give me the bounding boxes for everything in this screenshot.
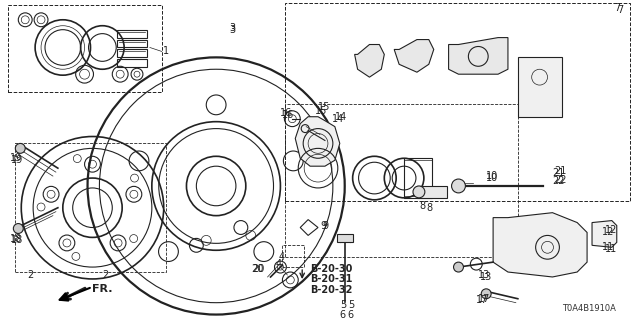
- Text: 15: 15: [318, 102, 330, 112]
- Text: 9: 9: [320, 220, 326, 230]
- Text: 12: 12: [605, 226, 617, 236]
- Text: 22: 22: [554, 175, 567, 185]
- Text: 5: 5: [340, 300, 346, 310]
- Bar: [15, 143, 166, 272]
- Polygon shape: [493, 213, 587, 277]
- Text: 1: 1: [163, 46, 169, 56]
- Polygon shape: [592, 220, 617, 247]
- Text: 20: 20: [253, 264, 265, 274]
- Text: 9: 9: [322, 220, 328, 230]
- Text: 11: 11: [602, 242, 614, 252]
- Bar: [117, 30, 147, 37]
- Text: 6: 6: [348, 309, 354, 320]
- Text: B-20-31: B-20-31: [310, 274, 353, 284]
- Text: 16: 16: [280, 108, 292, 118]
- Text: 14: 14: [335, 112, 347, 122]
- Text: 2: 2: [28, 270, 33, 280]
- Text: 10: 10: [486, 173, 499, 183]
- Text: B-20-30: B-20-30: [310, 264, 353, 274]
- Bar: [518, 57, 563, 117]
- Bar: [404, 158, 432, 198]
- Text: 11: 11: [605, 244, 617, 254]
- Bar: [285, 3, 630, 201]
- Text: 14: 14: [332, 114, 344, 124]
- Text: 15: 15: [315, 106, 328, 116]
- Bar: [417, 186, 447, 198]
- Circle shape: [481, 289, 491, 299]
- Text: 22: 22: [552, 176, 565, 186]
- Polygon shape: [394, 40, 434, 72]
- Text: 8: 8: [427, 203, 433, 213]
- Text: T0A4B1910A: T0A4B1910A: [563, 304, 616, 313]
- Polygon shape: [295, 117, 340, 166]
- Text: 16: 16: [282, 110, 294, 120]
- Bar: [337, 235, 353, 242]
- Text: 6: 6: [340, 309, 346, 320]
- Text: 7: 7: [614, 3, 620, 13]
- Text: 12: 12: [602, 228, 614, 237]
- Text: FR.: FR.: [93, 284, 113, 294]
- Text: 5: 5: [348, 300, 354, 310]
- Circle shape: [454, 262, 463, 272]
- Circle shape: [15, 143, 25, 153]
- Text: 19: 19: [12, 155, 24, 165]
- Bar: [285, 104, 518, 257]
- Text: 8: 8: [419, 201, 425, 211]
- Text: 3: 3: [229, 25, 235, 35]
- FancyArrowPatch shape: [63, 288, 85, 299]
- Circle shape: [452, 179, 465, 193]
- Circle shape: [13, 224, 23, 234]
- Text: 17: 17: [478, 294, 491, 304]
- Bar: [117, 40, 147, 47]
- Bar: [8, 5, 162, 92]
- Text: 10: 10: [486, 171, 499, 181]
- Text: 19: 19: [10, 153, 22, 163]
- Text: 4: 4: [278, 252, 285, 262]
- Text: 13: 13: [480, 272, 493, 282]
- Polygon shape: [449, 37, 508, 74]
- Text: 20: 20: [251, 264, 263, 274]
- Text: 4: 4: [275, 259, 282, 269]
- Text: B-20-32: B-20-32: [310, 285, 353, 295]
- Bar: [117, 50, 147, 57]
- Text: 2: 2: [102, 270, 109, 280]
- Text: 18: 18: [12, 236, 24, 245]
- Text: 21: 21: [554, 166, 567, 176]
- Text: 21: 21: [552, 168, 565, 178]
- Text: 17: 17: [476, 295, 489, 305]
- Text: 3: 3: [229, 23, 235, 33]
- Text: 18: 18: [10, 234, 22, 244]
- Bar: [117, 59, 147, 67]
- Text: 7: 7: [617, 5, 623, 15]
- Text: 13: 13: [478, 270, 490, 280]
- Bar: [282, 245, 304, 267]
- Circle shape: [413, 186, 425, 198]
- Polygon shape: [355, 44, 384, 77]
